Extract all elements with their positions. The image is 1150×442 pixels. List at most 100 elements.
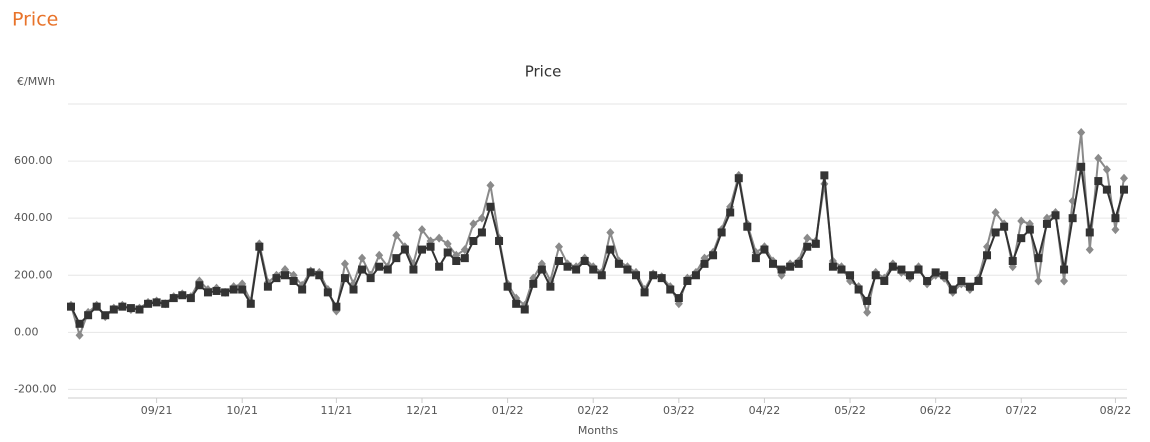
diamond-marker [863,307,872,317]
square-marker [683,276,692,285]
diamond-marker [991,207,1000,217]
square-marker [1034,254,1043,263]
square-marker [709,251,718,260]
square-marker [178,291,187,300]
diamond-marker [392,230,401,240]
square-marker [426,242,435,251]
square-marker [1017,234,1026,243]
square-marker [409,265,418,274]
square-marker [717,228,726,237]
square-marker [589,265,598,274]
diamond-marker [460,245,469,255]
square-marker [632,271,641,280]
square-marker [871,271,880,280]
diamond-marker [435,233,444,243]
x-tick-label: 03/22 [663,404,695,417]
square-marker [84,311,93,320]
square-marker [1077,162,1086,171]
square-marker [965,282,974,291]
square-marker [1051,211,1060,220]
y-tick-label: 200.00 [14,268,53,281]
square-marker [1068,214,1077,223]
diamond-marker [554,242,563,252]
square-marker [897,265,906,274]
diamond-marker [1017,216,1026,226]
square-marker [67,302,75,311]
square-marker [195,281,204,290]
square-marker [469,237,478,246]
x-tick-label: 04/22 [749,404,781,417]
square-marker [144,299,153,308]
y-tick-label: 0.00 [14,325,39,338]
square-marker [657,274,666,283]
square-marker [460,254,469,263]
square-marker [520,305,529,314]
series-line [70,166,1125,326]
square-marker [109,305,118,314]
square-marker [435,262,444,271]
square-marker [991,228,1000,237]
x-tick-label: 02/22 [577,404,609,417]
page-title: Price [12,9,58,31]
diamond-marker [606,227,615,237]
square-marker [255,242,264,251]
x-tick-label: 09/21 [141,404,173,417]
square-marker [649,271,658,280]
square-marker [983,251,992,260]
square-marker [135,305,144,314]
square-marker [101,311,110,320]
square-marker [726,208,735,217]
square-marker [161,299,170,308]
x-tick-label: 10/21 [226,404,258,417]
square-marker [443,248,452,257]
square-marker [691,271,700,280]
square-marker [888,262,897,271]
square-marker [452,256,461,265]
square-marker [846,271,855,280]
square-marker [940,271,949,280]
diamond-marker [375,250,384,260]
square-marker [400,245,409,254]
square-marker [1085,228,1094,237]
square-marker [640,288,649,297]
square-marker [546,282,555,291]
square-marker [126,304,135,313]
square-marker [597,271,606,280]
square-marker [375,262,384,271]
square-marker [272,274,281,283]
diamond-marker [486,180,495,190]
square-marker [734,174,743,183]
square-marker [537,265,546,274]
x-tick-label: 01/22 [492,404,524,417]
square-marker [332,302,341,311]
square-marker [246,299,255,308]
square-marker [221,288,230,297]
square-marker [495,237,504,246]
square-marker [238,285,247,294]
square-marker [880,276,889,285]
diamond-marker [443,239,452,249]
square-marker [794,259,803,268]
square-marker [186,294,195,303]
square-marker [1042,219,1051,228]
diamond-marker [803,233,812,243]
x-tick-label: 12/21 [406,404,438,417]
square-marker [486,202,495,211]
square-marker [905,271,914,280]
square-marker [358,265,367,274]
square-marker [298,285,307,294]
diamond-marker [1094,153,1103,163]
square-marker [974,276,983,285]
chart-title: Price [525,63,562,81]
square-marker [118,302,127,311]
y-axis-label: €/MWh [17,75,55,88]
square-marker [392,254,401,263]
square-marker [614,259,623,268]
square-marker [349,285,358,294]
diamond-marker [418,225,426,235]
square-marker [512,299,521,308]
square-marker [1000,222,1009,231]
square-marker [529,279,538,288]
square-marker [340,274,349,283]
square-marker [863,296,872,305]
